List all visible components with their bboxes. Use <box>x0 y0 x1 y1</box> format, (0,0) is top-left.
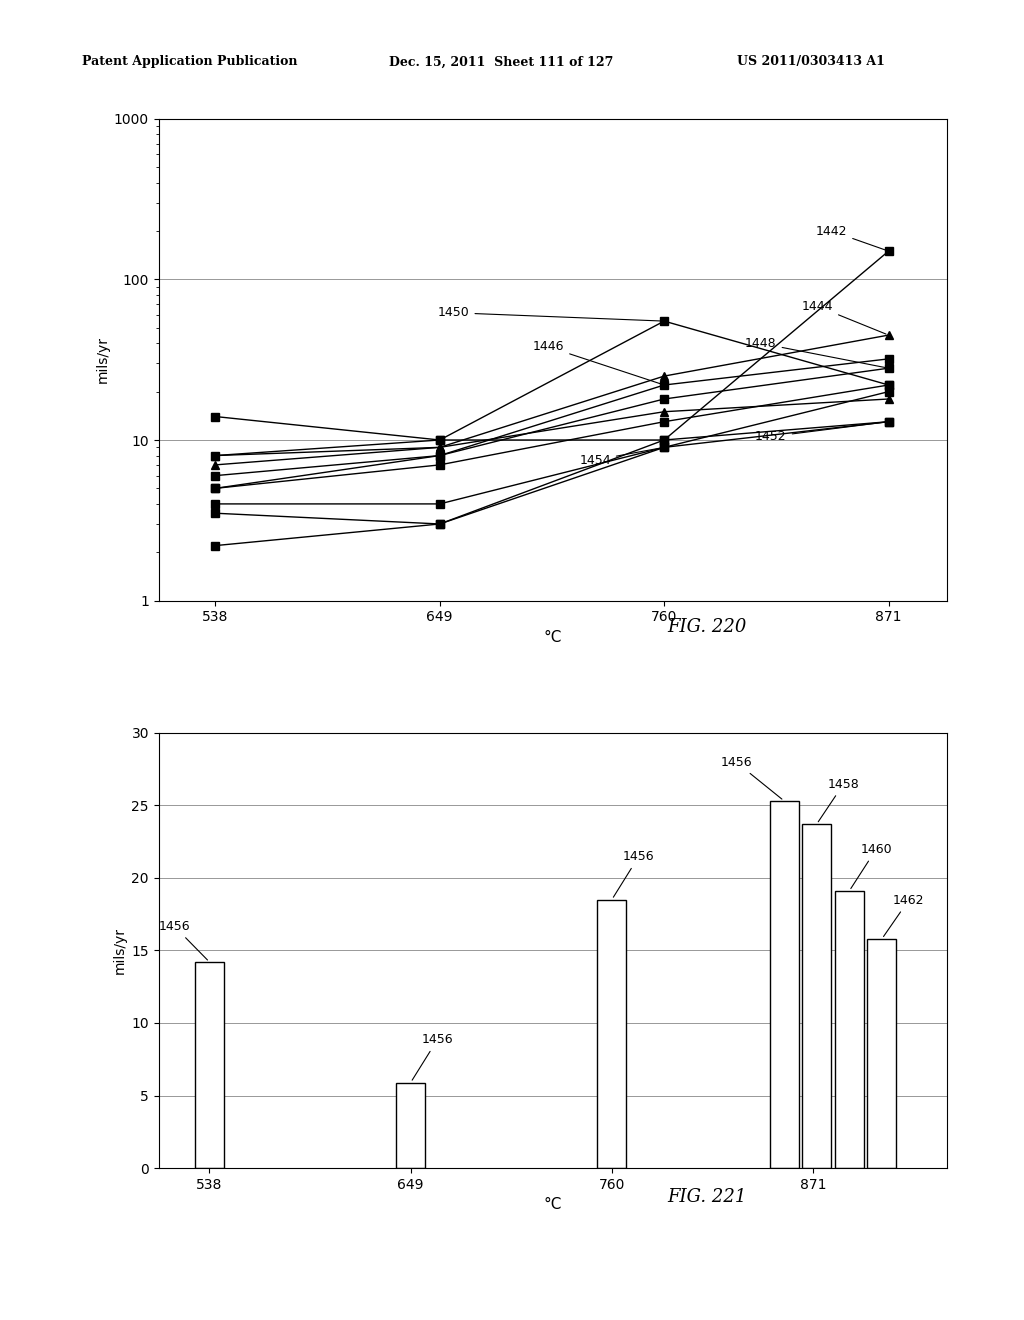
Text: US 2011/0303413 A1: US 2011/0303413 A1 <box>737 55 885 69</box>
Y-axis label: mils/yr: mils/yr <box>114 927 127 974</box>
X-axis label: °C: °C <box>544 1197 562 1213</box>
Text: 1450: 1450 <box>437 306 662 321</box>
Bar <box>835 891 864 1168</box>
Text: Dec. 15, 2011  Sheet 111 of 127: Dec. 15, 2011 Sheet 111 of 127 <box>389 55 613 69</box>
Text: 1456: 1456 <box>613 850 654 898</box>
Bar <box>396 1082 425 1168</box>
Text: 1448: 1448 <box>745 337 886 368</box>
Text: 1462: 1462 <box>884 894 925 936</box>
Text: 1460: 1460 <box>851 843 892 888</box>
Text: 1456: 1456 <box>159 920 208 960</box>
Y-axis label: mils/yr: mils/yr <box>95 337 110 383</box>
Text: FIG. 221: FIG. 221 <box>667 1188 746 1206</box>
Text: FIG. 220: FIG. 220 <box>667 618 746 636</box>
Text: Patent Application Publication: Patent Application Publication <box>82 55 297 69</box>
Text: 1452: 1452 <box>755 422 886 444</box>
Text: 1446: 1446 <box>532 341 662 384</box>
Bar <box>770 801 799 1168</box>
Text: 1442: 1442 <box>816 224 886 251</box>
Text: 1456: 1456 <box>721 756 782 799</box>
Text: 1458: 1458 <box>818 777 859 822</box>
Bar <box>597 900 627 1168</box>
Bar <box>195 962 224 1168</box>
Text: 1456: 1456 <box>412 1034 454 1080</box>
Bar <box>867 939 896 1168</box>
X-axis label: °C: °C <box>544 630 562 645</box>
Bar <box>802 824 831 1168</box>
Text: 1444: 1444 <box>802 300 886 334</box>
Text: 1454: 1454 <box>580 447 662 466</box>
